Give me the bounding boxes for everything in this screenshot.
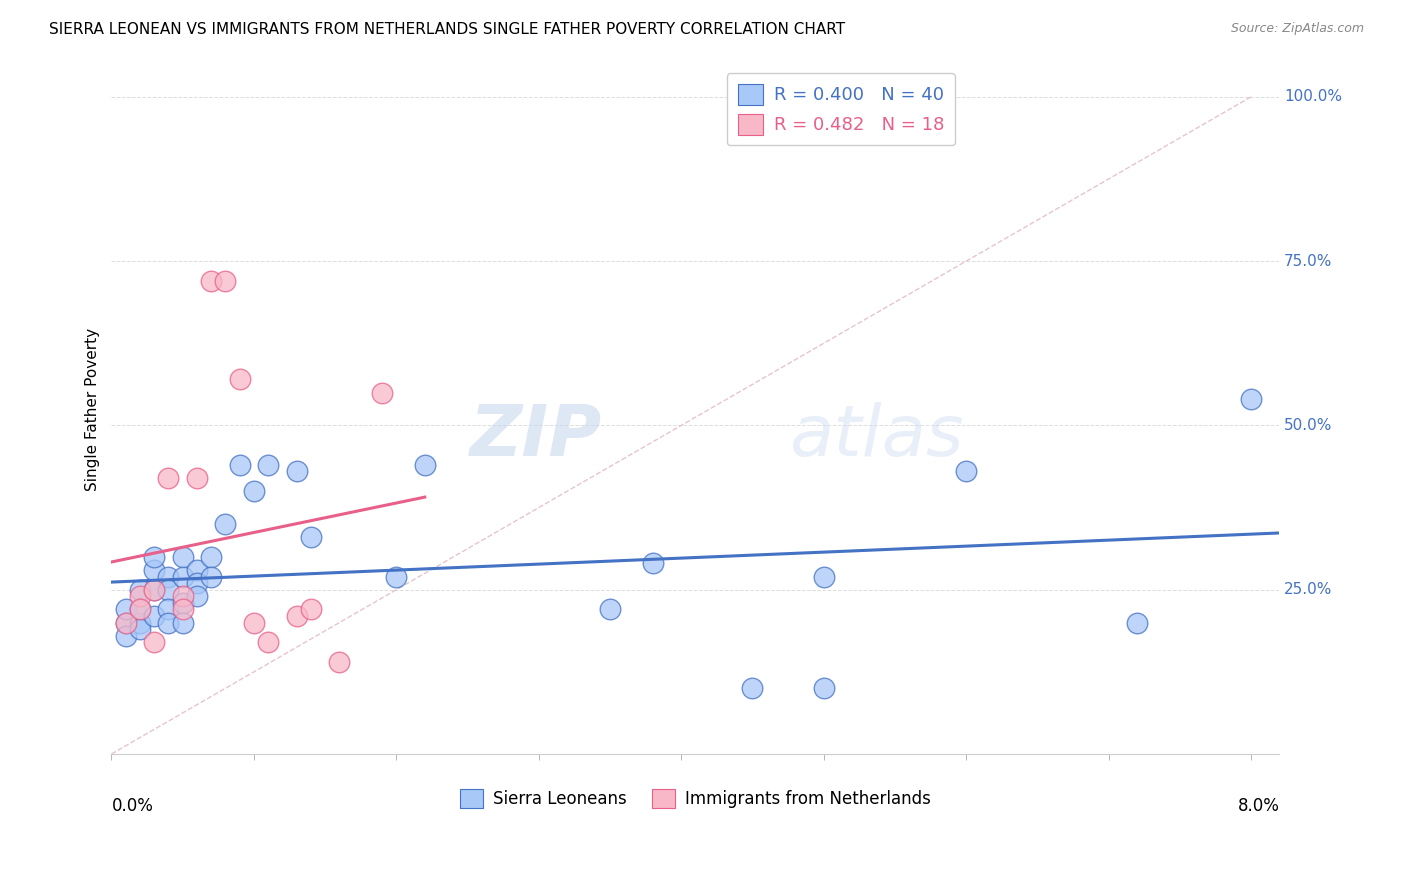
Point — [143, 635, 166, 649]
Point — [186, 590, 208, 604]
Point — [328, 655, 350, 669]
Point — [228, 458, 250, 472]
Point — [200, 549, 222, 564]
Point — [1240, 392, 1263, 407]
Point — [186, 471, 208, 485]
Point — [200, 274, 222, 288]
Point — [114, 602, 136, 616]
Point — [200, 569, 222, 583]
Point — [299, 602, 322, 616]
Point — [172, 590, 194, 604]
Text: SIERRA LEONEAN VS IMMIGRANTS FROM NETHERLANDS SINGLE FATHER POVERTY CORRELATION : SIERRA LEONEAN VS IMMIGRANTS FROM NETHER… — [49, 22, 845, 37]
Point — [413, 458, 436, 472]
Point — [157, 569, 180, 583]
Point — [285, 609, 308, 624]
Point — [172, 602, 194, 616]
Point — [371, 385, 394, 400]
Point — [299, 530, 322, 544]
Point — [157, 582, 180, 597]
Point — [143, 549, 166, 564]
Text: 25.0%: 25.0% — [1284, 582, 1333, 598]
Point — [741, 681, 763, 696]
Point — [599, 602, 621, 616]
Text: 8.0%: 8.0% — [1237, 797, 1279, 814]
Point — [186, 563, 208, 577]
Point — [129, 615, 152, 630]
Y-axis label: Single Father Poverty: Single Father Poverty — [86, 327, 100, 491]
Point — [129, 582, 152, 597]
Text: 100.0%: 100.0% — [1284, 89, 1343, 104]
Text: 75.0%: 75.0% — [1284, 253, 1333, 268]
Point — [172, 569, 194, 583]
Point — [214, 516, 236, 531]
Point — [228, 372, 250, 386]
Text: 50.0%: 50.0% — [1284, 418, 1333, 433]
Text: Source: ZipAtlas.com: Source: ZipAtlas.com — [1230, 22, 1364, 36]
Point — [114, 615, 136, 630]
Point — [172, 596, 194, 610]
Point — [143, 563, 166, 577]
Point — [172, 615, 194, 630]
Point — [129, 590, 152, 604]
Point — [114, 615, 136, 630]
Point — [143, 582, 166, 597]
Point — [641, 557, 664, 571]
Point — [955, 465, 977, 479]
Point — [257, 635, 280, 649]
Point — [143, 582, 166, 597]
Point — [385, 569, 408, 583]
Point — [186, 576, 208, 591]
Point — [129, 622, 152, 636]
Point — [243, 615, 266, 630]
Point — [172, 549, 194, 564]
Point — [813, 569, 835, 583]
Legend: Sierra Leoneans, Immigrants from Netherlands: Sierra Leoneans, Immigrants from Netherl… — [453, 782, 938, 814]
Point — [214, 274, 236, 288]
Text: ZIP: ZIP — [470, 402, 602, 471]
Point — [285, 465, 308, 479]
Point — [129, 602, 152, 616]
Text: 0.0%: 0.0% — [111, 797, 153, 814]
Point — [157, 471, 180, 485]
Point — [1126, 615, 1149, 630]
Point — [813, 681, 835, 696]
Point — [157, 615, 180, 630]
Point — [257, 458, 280, 472]
Point — [157, 602, 180, 616]
Point — [143, 609, 166, 624]
Point — [114, 629, 136, 643]
Point — [243, 484, 266, 499]
Text: atlas: atlas — [789, 402, 963, 471]
Point — [129, 602, 152, 616]
